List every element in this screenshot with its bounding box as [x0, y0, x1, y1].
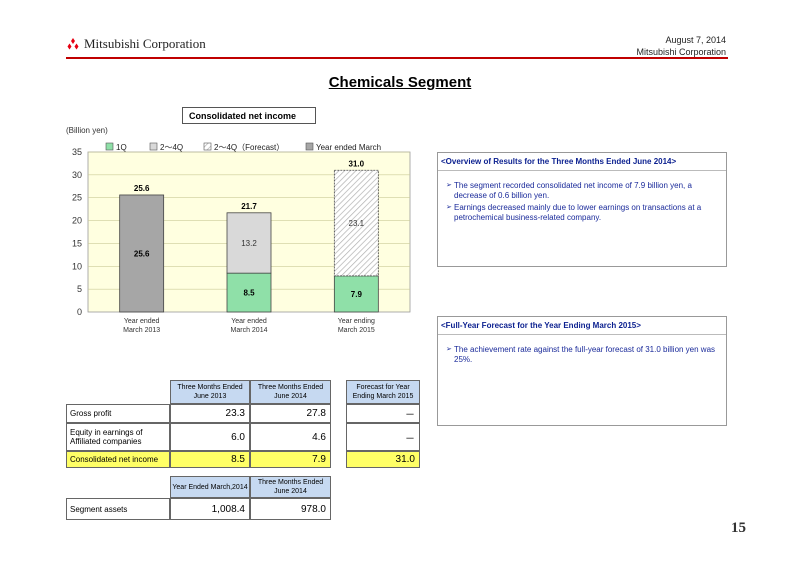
x-category-label: March 2014: [231, 327, 268, 334]
report-date: August 7, 2014: [665, 35, 726, 45]
legend-label: 1Q: [116, 143, 127, 152]
unit-label: (Billion yen): [66, 126, 108, 135]
y-tick-label: 5: [77, 284, 82, 294]
bar-total-label: 21.7: [241, 202, 257, 211]
table-cell: 978.0: [250, 498, 331, 520]
company-logo: Mitsubishi Corporation: [66, 36, 206, 52]
table-cell: 23.3: [170, 404, 250, 423]
y-tick-label: 20: [72, 216, 82, 226]
bar-data-label: 13.2: [241, 239, 257, 248]
x-category-label: Year ended: [231, 318, 267, 325]
page-title: Chemicals Segment: [328, 74, 472, 91]
y-tick-label: 10: [72, 261, 82, 271]
bar-data-label: 23.1: [349, 219, 365, 228]
table1-header-forecast: Forecast for Year Ending March 2015: [346, 380, 420, 404]
y-tick-label: 25: [72, 193, 82, 203]
table-cell: 4.6: [250, 423, 331, 451]
arrow-bullet-icon: ➢: [446, 346, 452, 353]
legend-label: Year ended March: [316, 143, 381, 152]
table-cell: 6.0: [170, 423, 250, 451]
overview-bullet: ➢ Earnings decreased mainly due to lower …: [446, 203, 702, 222]
chart-label-box: Consolidated net income: [182, 107, 316, 124]
overview-heading: <Overview of Results for the Three Month…: [438, 153, 726, 171]
table-cell: －: [346, 404, 420, 423]
x-category-label: Year ending: [338, 318, 375, 325]
y-tick-label: 15: [72, 238, 82, 248]
table1-header-q1-2013: Three Months Ended June 2013: [170, 380, 250, 404]
bar-1q: [226, 272, 272, 313]
bar-total-label: 25.6: [134, 184, 150, 193]
three-diamonds-icon: [67, 38, 79, 50]
bar-total-label: 31.0: [349, 159, 365, 168]
x-category-label: March 2015: [338, 327, 375, 334]
bar-data-label: 7.9: [351, 290, 363, 299]
table-row-label: Equity in earnings of Affiliated compani…: [66, 423, 170, 451]
date-block: August 7, 2014 Mitsubishi Corporation: [636, 34, 726, 58]
bar-2-4q: [226, 212, 272, 274]
page-number: 15: [731, 520, 746, 536]
bar-1q: [333, 275, 379, 313]
table2-header-march-2014: Year Ended March,2014: [170, 476, 250, 498]
y-tick-label: 0: [77, 307, 82, 317]
table-cell: 1,008.4: [170, 498, 250, 520]
x-category-label: March 2013: [123, 327, 160, 334]
legend-swatch: [203, 142, 212, 151]
forecast-panel: <Full-Year Forecast for the Year Ending …: [437, 316, 727, 426]
bar-data-label: 25.6: [134, 249, 150, 258]
table-cell: 27.8: [250, 404, 331, 423]
header-rule: [66, 57, 728, 59]
legend-label: 2～4Q: [160, 143, 183, 152]
bar-year-ended-march: [119, 194, 165, 313]
table-row-label: Segment assets: [66, 498, 170, 520]
overview-panel: <Overview of Results for the Three Month…: [437, 152, 727, 267]
table1-header-q1-2014: Three Months Ended June 2014: [250, 380, 331, 404]
table-cell: 8.5: [170, 451, 250, 468]
arrow-bullet-icon: ➢: [446, 204, 452, 211]
table-cell: 31.0: [346, 451, 420, 468]
bar-2-4q-forecast: [333, 169, 379, 277]
x-category-label: Year ended: [124, 318, 160, 325]
y-tick-label: 30: [72, 170, 82, 180]
forecast-heading: <Full-Year Forecast for the Year Ending …: [438, 317, 726, 335]
legend-swatch: [149, 142, 158, 151]
table-cell: －: [346, 423, 420, 451]
table-row-label: Consolidated net income: [66, 451, 170, 468]
company-name: Mitsubishi Corporation: [84, 36, 206, 51]
arrow-bullet-icon: ➢: [446, 182, 452, 189]
overview-bullet: ➢ The segment recorded consolidated net i…: [446, 181, 692, 200]
table-cell: 7.9: [250, 451, 331, 468]
legend-swatch: [305, 142, 314, 151]
company-name-small: Mitsubishi Corporation: [636, 47, 726, 57]
table-row-label: Gross profit: [66, 404, 170, 423]
bar-data-label: 8.5: [243, 289, 255, 298]
legend-label: 2～4Q（Forecast）: [214, 143, 284, 152]
legend-swatch: [105, 142, 114, 151]
forecast-bullet: ➢ The achievement rate against the full-y…: [446, 345, 716, 364]
table2-header-june-2014: Three Months Ended June 2014: [250, 476, 331, 498]
y-tick-label: 35: [72, 147, 82, 157]
